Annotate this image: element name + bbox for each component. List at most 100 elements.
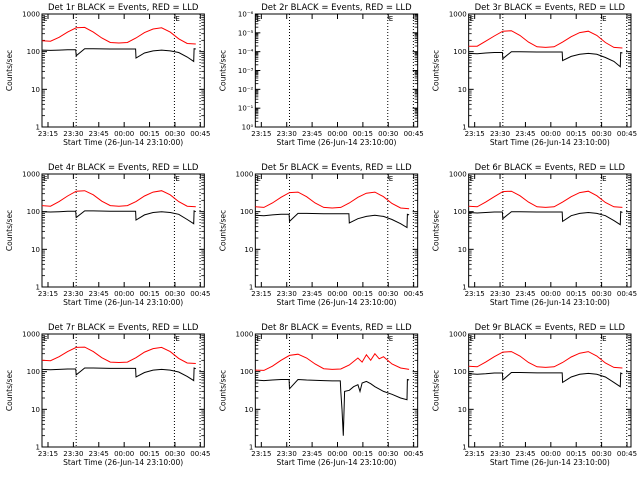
x-tick-label: 23:45 xyxy=(302,450,322,458)
x-axis-label: Start Time (26-Jun-14 23:10:00) xyxy=(63,458,183,467)
y-tick-label: 1 xyxy=(36,124,40,132)
plot-frame xyxy=(41,13,205,128)
y-tick-label: 100 xyxy=(453,48,466,56)
x-tick-label: 00:30 xyxy=(592,290,612,298)
panel-title: Det 2r BLACK = Events, RED = LLD xyxy=(261,3,412,13)
y-tick-label: 1000 xyxy=(22,331,40,339)
x-tick-label: 00:45 xyxy=(404,450,424,458)
y-tick-label: 1000 xyxy=(22,11,40,19)
panel-title: Det 1r BLACK = Events, RED = LLD xyxy=(48,3,199,13)
x-tick-label: 00:00 xyxy=(114,130,134,138)
x-tick-label: 23:30 xyxy=(490,290,510,298)
panel-title: Det 7r BLACK = Events, RED = LLD xyxy=(48,323,199,333)
x-tick-label: 00:15 xyxy=(139,290,159,298)
edge-marker-label: E xyxy=(389,175,393,183)
lld-rate-line xyxy=(41,190,196,208)
events-rate-line xyxy=(468,51,623,68)
x-tick-label: 23:45 xyxy=(89,450,109,458)
x-axis-label: Start Time (26-Jun-14 23:10:00) xyxy=(63,298,183,307)
y-axis-label: Counts/sec xyxy=(5,50,14,91)
x-tick-label: 00:15 xyxy=(566,290,586,298)
edge-marker-label: E xyxy=(256,175,260,183)
plot-frame xyxy=(41,333,205,448)
x-tick-label: 00:30 xyxy=(165,130,185,138)
x-tick-label: 23:30 xyxy=(490,130,510,138)
lld-rate-line xyxy=(468,30,623,49)
x-tick-label: 00:30 xyxy=(592,130,612,138)
lld-rate-line xyxy=(41,26,196,45)
edge-marker-label: E xyxy=(256,15,260,23)
edge-marker-label: E xyxy=(43,175,47,183)
edge-marker-label: E xyxy=(470,15,474,23)
y-tick-label: 10⁻⁶ xyxy=(238,11,254,19)
detector-panel: Det 7r BLACK = Events, RED = LLD 1 10 100 10… xyxy=(5,323,210,467)
lld-rate-line xyxy=(255,191,410,210)
x-tick-label: 00:00 xyxy=(327,290,347,298)
events-rate-line xyxy=(41,210,197,225)
events-rate-line xyxy=(41,48,196,63)
y-tick-label: 10 xyxy=(458,86,467,94)
x-tick-label: 23:15 xyxy=(38,290,58,298)
y-tick-label: 10⁻³ xyxy=(238,67,254,75)
y-axis-label: Counts/sec xyxy=(432,50,441,91)
x-axis-label: Start Time (26-Jun-14 23:10:00) xyxy=(490,298,610,307)
x-tick-label: 00:30 xyxy=(592,450,612,458)
x-tick-label: 23:30 xyxy=(490,450,510,458)
x-tick-label: 23:45 xyxy=(515,290,535,298)
edge-marker-label: E xyxy=(389,15,393,23)
x-axis-label: Start Time (26-Jun-14 23:10:00) xyxy=(63,138,183,147)
detector-panel: Det 1r BLACK = Events, RED = LLD 1 10 100 10… xyxy=(5,3,210,147)
x-tick-label: 00:00 xyxy=(114,290,134,298)
x-tick-label: 23:45 xyxy=(302,290,322,298)
edge-marker-label: E xyxy=(470,175,474,183)
x-tick-label: 23:45 xyxy=(89,130,109,138)
x-tick-label: 00:15 xyxy=(353,130,373,138)
plot-frame xyxy=(254,13,419,128)
lld-rate-line xyxy=(468,190,623,208)
y-tick-label: 10 xyxy=(244,246,253,254)
plot-frame xyxy=(468,13,632,128)
y-tick-label: 100 xyxy=(240,208,253,216)
y-axis-label: Counts/sec xyxy=(5,370,14,411)
y-tick-label: 100 xyxy=(240,368,253,376)
y-tick-label: 1 xyxy=(36,284,40,292)
lld-rate-line xyxy=(255,352,410,371)
events-rate-line xyxy=(468,210,623,226)
y-tick-label: 10⁻¹ xyxy=(238,105,254,113)
y-tick-label: 100 xyxy=(27,48,40,56)
x-tick-label: 00:45 xyxy=(404,130,424,138)
y-tick-label: 1 xyxy=(462,284,466,292)
x-tick-label: 00:45 xyxy=(404,290,424,298)
x-tick-label: 23:15 xyxy=(465,130,485,138)
edge-marker-label: E xyxy=(43,15,47,23)
edge-marker-label: E xyxy=(43,335,47,343)
panel-title: Det 5r BLACK = Events, RED = LLD xyxy=(261,163,412,173)
edge-marker-label: E xyxy=(256,335,260,343)
y-tick-label: 10⁻⁴ xyxy=(238,48,254,56)
events-rate-line xyxy=(255,378,410,436)
x-tick-label: 00:45 xyxy=(190,130,210,138)
y-tick-label: 10 xyxy=(31,406,40,414)
y-tick-label: 10 xyxy=(458,406,467,414)
events-rate-line xyxy=(41,367,196,382)
x-tick-label: 23:30 xyxy=(63,290,83,298)
plot-frame xyxy=(41,173,205,288)
x-tick-label: 00:45 xyxy=(617,450,637,458)
plot-frame xyxy=(468,333,632,448)
y-axis-label: Counts/sec xyxy=(5,210,14,251)
y-tick-label: 10 xyxy=(31,86,40,94)
x-tick-label: 23:15 xyxy=(465,450,485,458)
x-tick-label: 00:45 xyxy=(617,290,637,298)
x-tick-label: 00:00 xyxy=(327,130,347,138)
x-axis-label: Start Time (26-Jun-14 23:10:00) xyxy=(276,138,396,147)
detector-panel: Det 6r BLACK = Events, RED = LLD 1 10 100 10… xyxy=(432,163,637,307)
x-tick-label: 00:00 xyxy=(541,290,561,298)
y-tick-label: 10⁰ xyxy=(242,124,254,132)
x-tick-label: 23:45 xyxy=(515,130,535,138)
y-tick-label: 10 xyxy=(458,246,467,254)
detector-panel: Det 9r BLACK = Events, RED = LLD 1 10 100 10… xyxy=(432,323,637,467)
x-tick-label: 23:15 xyxy=(251,290,271,298)
y-tick-label: 1 xyxy=(462,124,466,132)
edge-marker-label: E xyxy=(389,335,393,343)
